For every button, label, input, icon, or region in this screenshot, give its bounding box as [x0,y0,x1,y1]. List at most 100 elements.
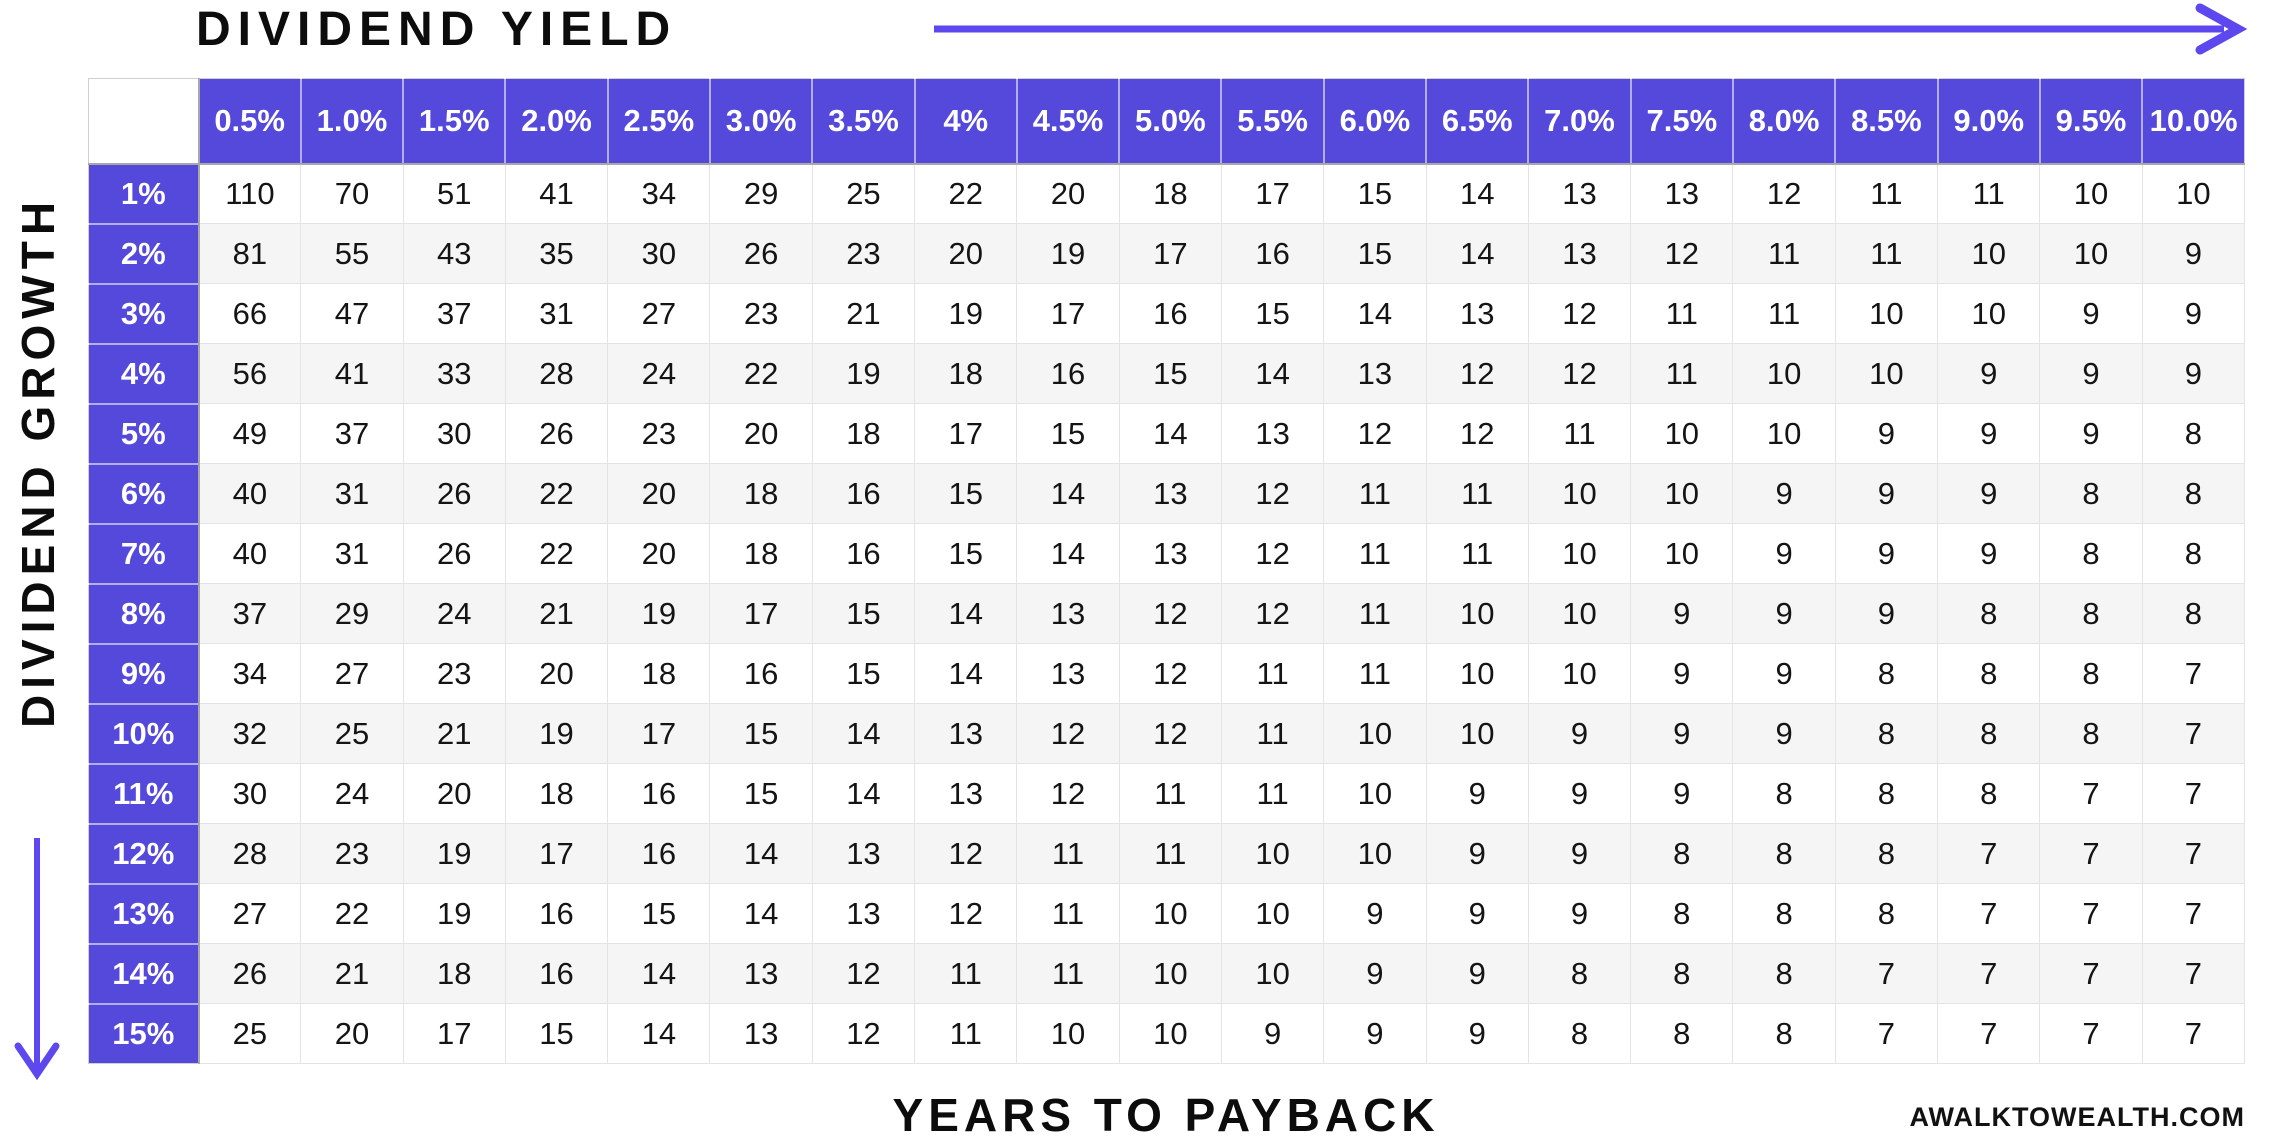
payback-cell: 10 [1323,703,1427,764]
payback-cell: 7 [2141,703,2246,764]
dividend-growth-axis-label: DIVIDEND GROWTH [12,195,64,729]
row-header-4: 4% [88,342,200,404]
payback-cell: 12 [811,1003,916,1064]
payback-cell: 14 [1118,403,1222,464]
payback-cell: 9 [1732,583,1836,644]
payback-cell: 14 [811,763,916,824]
payback-cell: 8 [1834,703,1939,764]
payback-cell: 10 [1220,823,1325,884]
payback-cell: 8 [2039,643,2143,704]
dividend-yield-axis-label: DIVIDEND YIELD [196,3,678,56]
payback-cell: 11 [914,1003,1018,1064]
payback-cell: 18 [402,943,506,1004]
payback-cell: 11 [1937,163,2041,224]
payback-cell: 17 [1220,163,1325,224]
payback-cell: 30 [402,403,506,464]
payback-cell: 14 [607,1003,711,1064]
payback-cell: 10 [1527,523,1632,584]
payback-cell: 12 [1016,703,1120,764]
payback-cell: 14 [1425,223,1529,284]
payback-cell: 9 [1732,703,1836,764]
payback-cell: 15 [811,643,916,704]
payback-cell: 22 [709,343,813,404]
payback-cell: 14 [709,883,813,944]
payback-cell: 15 [607,883,711,944]
payback-cell: 9 [1732,523,1836,584]
payback-cell: 8 [1937,763,2041,824]
payback-cell: 23 [607,403,711,464]
payback-cell: 18 [914,343,1018,404]
payback-cell: 21 [402,703,506,764]
payback-cell: 55 [300,223,404,284]
column-header-8.5: 8.5% [1834,78,1938,165]
payback-cell: 51 [402,163,506,224]
payback-cell: 13 [1118,523,1222,584]
payback-cell: 34 [607,163,711,224]
payback-cell: 9 [1834,523,1939,584]
payback-cell: 17 [504,823,609,884]
payback-cell: 13 [811,823,916,884]
payback-cell: 15 [914,523,1018,584]
payback-cell: 11 [1732,283,1836,344]
table-row-5: 5% 49 37 30 26 23 20 18 17 15 14 13 12 12 11 10 10 9 9 9 8 [88,402,2246,464]
payback-cell: 9 [1527,883,1632,944]
payback-cell: 27 [300,643,404,704]
payback-cell: 81 [197,223,302,284]
payback-cell: 14 [914,643,1018,704]
column-header-0.5: 0.5% [197,78,301,165]
payback-cell: 9 [1323,883,1427,944]
payback-cell: 10 [1118,943,1222,1004]
payback-cell: 7 [2039,823,2143,884]
payback-cell: 9 [2039,283,2143,344]
payback-cell: 9 [1323,1003,1427,1064]
payback-cell: 8 [2141,403,2246,464]
table-body: 1% 110 70 51 41 34 29 25 22 20 18 17 15 14 13 13 12 11 11 1… [88,162,2246,1064]
payback-cell: 41 [300,343,404,404]
row-header-15: 15% [88,1002,200,1064]
payback-cell: 8 [1527,943,1632,1004]
payback-cell: 7 [1834,943,1939,1004]
payback-cell: 10 [1220,883,1325,944]
payback-cell: 22 [504,463,609,524]
payback-cell: 19 [402,883,506,944]
payback-cell: 22 [914,163,1018,224]
payback-cell: 9 [1630,763,1734,824]
payback-cell: 9 [2141,223,2246,284]
payback-cell: 15 [504,1003,609,1064]
payback-cell: 12 [1527,343,1632,404]
row-header-5: 5% [88,402,200,464]
header-row: 0.5% 1.0% 1.5% 2.0% 2.5% 3.0% 3.5% 4% 4.5% 5.0% 5.… [88,78,2245,165]
payback-cell: 17 [1016,283,1120,344]
payback-cell: 37 [300,403,404,464]
table-row-11: 11% 30 24 20 18 16 15 14 13 12 11 11 10 9 9 9 8 8 8 7 7 [88,762,2246,824]
payback-cell: 7 [2141,763,2246,824]
payback-cell: 13 [709,1003,813,1064]
payback-cell: 9 [1527,823,1632,884]
row-header-14: 14% [88,942,200,1004]
payback-cell: 8 [1630,883,1734,944]
payback-cell: 9 [1527,703,1632,764]
table-row-2: 2% 81 55 43 35 30 26 23 20 19 17 16 15 14 13 12 11 11 10 10… [88,222,2246,284]
payback-cell: 18 [709,463,813,524]
payback-cell: 16 [607,823,711,884]
payback-cell: 23 [402,643,506,704]
payback-cell: 13 [1220,403,1325,464]
payback-cell: 19 [1016,223,1120,284]
column-header-4: 4% [913,78,1017,165]
payback-cell: 10 [1527,583,1632,644]
payback-cell: 11 [1732,223,1836,284]
payback-cell: 12 [1118,703,1222,764]
payback-cell: 31 [300,463,404,524]
payback-cell: 7 [2141,883,2246,944]
payback-cell: 11 [1630,283,1734,344]
payback-cell: 8 [1630,823,1734,884]
payback-cell: 7 [1937,823,2041,884]
payback-cell: 8 [1937,643,2041,704]
payback-cell: 9 [1425,763,1529,824]
payback-cell: 10 [1425,583,1529,644]
table-row-4: 4% 56 41 33 28 24 22 19 18 16 15 14 13 12 12 11 10 10 9 9 9 [88,342,2246,404]
payback-cell: 23 [300,823,404,884]
payback-cell: 40 [197,463,302,524]
payback-cell: 10 [1630,403,1734,464]
payback-cell: 8 [1834,823,1939,884]
